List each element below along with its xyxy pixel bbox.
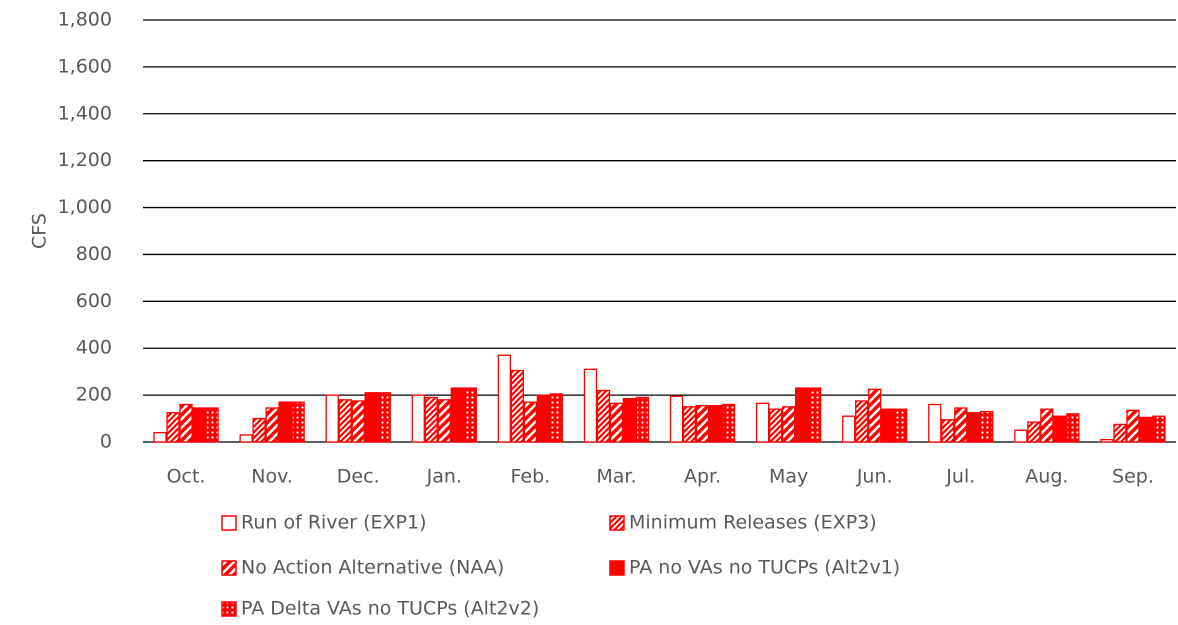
bar	[239, 434, 253, 443]
y-tick-label: 1,600	[58, 55, 112, 77]
legend-label: Minimum Releases (EXP3)	[629, 512, 877, 534]
bar	[291, 401, 305, 443]
legend-swatch	[609, 560, 625, 576]
bar	[411, 394, 425, 443]
legend-label: No Action Alternative (NAA)	[241, 557, 504, 579]
bar	[755, 402, 770, 443]
bar	[536, 394, 551, 443]
y-tick-label: 800	[76, 243, 112, 265]
bar	[1113, 423, 1127, 443]
bar	[1100, 439, 1114, 443]
bar	[682, 406, 697, 443]
bar	[265, 407, 279, 443]
y-tick-label: 600	[76, 290, 112, 312]
bar	[695, 405, 710, 443]
y-tick-label: 1,000	[58, 196, 112, 218]
bar	[807, 387, 822, 443]
legend-label: PA Delta VAs no TUCPs (Alt2v2)	[241, 598, 539, 620]
bar	[179, 403, 193, 443]
bar	[351, 400, 365, 443]
legend-swatch	[221, 515, 237, 531]
bar	[1126, 409, 1140, 443]
bar	[338, 399, 352, 443]
bar	[928, 403, 942, 443]
bar	[954, 407, 968, 443]
x-tick-label: Aug.	[1025, 466, 1068, 488]
x-tick-label: Dec.	[337, 466, 380, 488]
bar	[450, 387, 464, 443]
y-tick-label: 200	[76, 384, 112, 406]
bar	[855, 400, 869, 443]
bar	[842, 415, 856, 443]
bar	[192, 407, 206, 443]
bar	[1053, 415, 1067, 443]
bar	[635, 396, 650, 443]
bar	[768, 408, 783, 443]
bar	[1040, 408, 1054, 443]
x-tick-label: Mar.	[596, 466, 636, 488]
legend-label: Run of River (EXP1)	[241, 512, 426, 534]
legend-swatch	[609, 515, 625, 531]
bar	[894, 408, 908, 443]
bar	[583, 368, 598, 443]
bar	[794, 387, 809, 443]
bar	[205, 407, 219, 443]
x-tick-label: Oct.	[167, 466, 206, 488]
bar	[153, 431, 167, 443]
y-tick-label: 1,200	[58, 149, 112, 171]
bar	[708, 405, 723, 443]
x-tick-label: Apr.	[684, 466, 721, 488]
bar	[881, 408, 895, 443]
x-tick-label: Sep.	[1112, 466, 1154, 488]
bar	[463, 387, 477, 443]
bar	[278, 401, 292, 443]
bar	[1139, 416, 1153, 443]
bar	[941, 419, 955, 443]
x-tick-label: Nov.	[251, 466, 293, 488]
bar	[364, 392, 378, 443]
y-tick-label: 0	[100, 431, 112, 453]
bar	[1066, 413, 1080, 443]
bar	[609, 402, 624, 443]
x-tick-label: Jan.	[426, 466, 462, 488]
bar	[437, 399, 451, 443]
bar	[868, 388, 882, 443]
y-tick-label: 1,800	[58, 9, 112, 31]
bar	[166, 412, 180, 443]
bar	[1027, 421, 1041, 443]
bar	[967, 412, 981, 443]
bar	[252, 417, 266, 443]
bar	[721, 403, 736, 443]
bar	[377, 392, 391, 443]
bar	[980, 410, 994, 443]
legend-swatch	[221, 560, 237, 576]
bar	[1014, 429, 1028, 443]
bar	[523, 401, 538, 443]
legend-label: PA no VAs no TUCPs (Alt2v1)	[629, 557, 900, 579]
bar	[669, 395, 684, 443]
y-axis-label: CFS	[29, 213, 51, 249]
bar	[549, 393, 564, 443]
legend-swatch	[221, 601, 237, 617]
bar	[781, 406, 796, 443]
x-tick-label: Jun.	[856, 466, 893, 488]
bar	[325, 394, 339, 443]
x-tick-label: Jul.	[945, 466, 975, 488]
bar	[510, 369, 525, 443]
bar	[596, 389, 611, 443]
bar	[424, 396, 438, 443]
x-tick-label: May	[769, 466, 808, 488]
bar	[622, 397, 637, 443]
y-tick-label: 400	[76, 337, 112, 359]
x-tick-label: Feb.	[511, 466, 551, 488]
bar	[1152, 415, 1166, 443]
y-tick-label: 1,400	[58, 102, 112, 124]
bar	[497, 354, 512, 443]
